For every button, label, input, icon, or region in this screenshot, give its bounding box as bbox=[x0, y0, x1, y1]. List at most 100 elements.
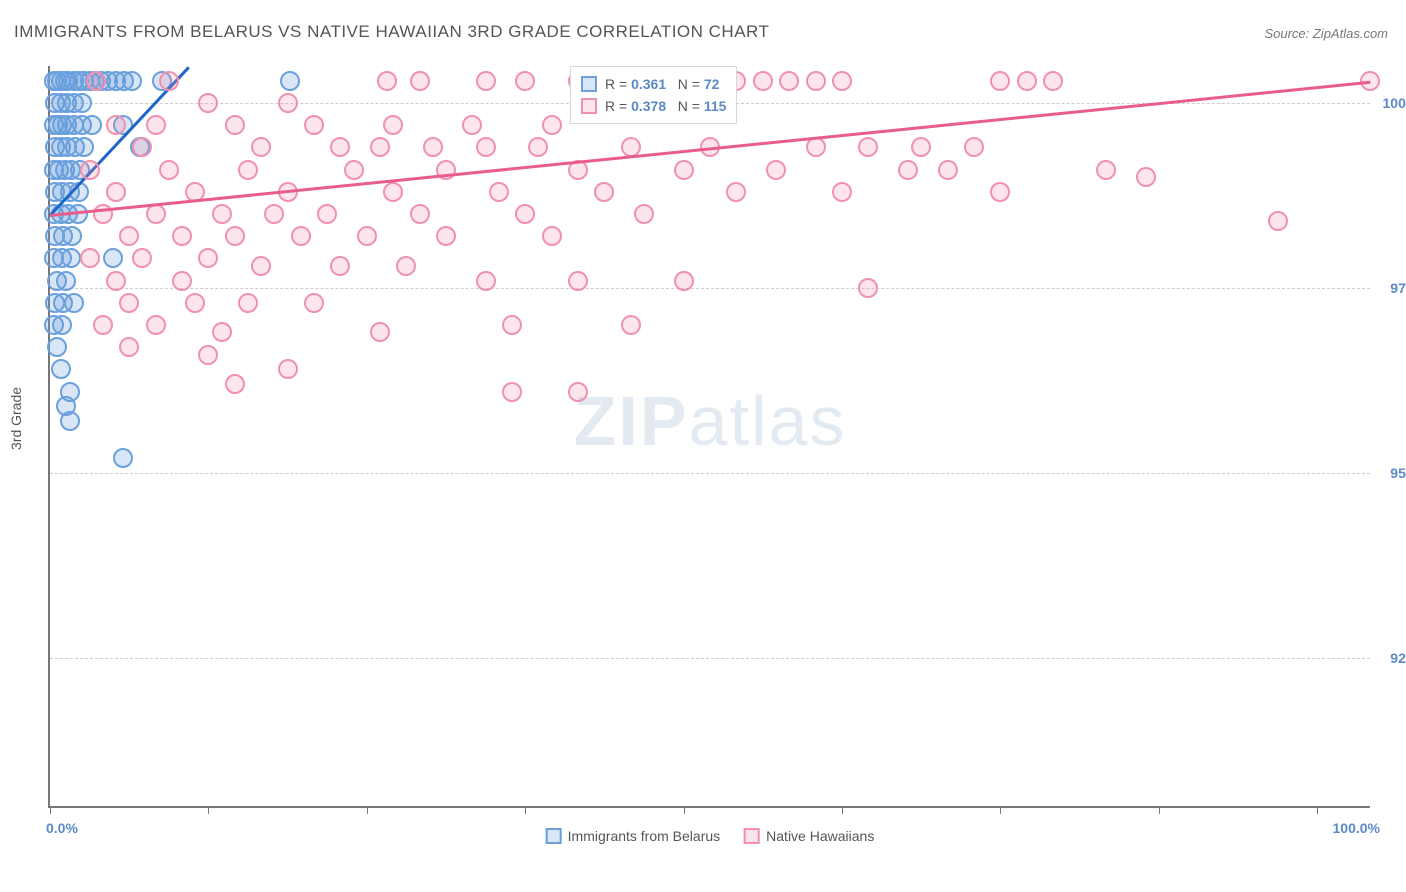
scatter-point-hawaiians bbox=[357, 226, 377, 246]
stats-text: R = 0.361 N = 72 bbox=[605, 73, 719, 95]
scatter-point-hawaiians bbox=[410, 71, 430, 91]
scatter-point-hawaiians bbox=[80, 160, 100, 180]
legend-swatch-belarus bbox=[581, 76, 597, 92]
scatter-point-hawaiians bbox=[304, 293, 324, 313]
scatter-point-hawaiians bbox=[779, 71, 799, 91]
scatter-point-hawaiians bbox=[212, 204, 232, 224]
scatter-point-hawaiians bbox=[383, 115, 403, 135]
scatter-point-hawaiians bbox=[1017, 71, 1037, 91]
scatter-point-hawaiians bbox=[568, 382, 588, 402]
scatter-point-hawaiians bbox=[753, 71, 773, 91]
scatter-point-hawaiians bbox=[132, 137, 152, 157]
scatter-point-hawaiians bbox=[106, 115, 126, 135]
scatter-point-hawaiians bbox=[106, 271, 126, 291]
scatter-point-hawaiians bbox=[86, 71, 106, 91]
x-axis-label: 0.0% bbox=[46, 820, 78, 836]
x-tick bbox=[50, 806, 51, 814]
scatter-point-hawaiians bbox=[462, 115, 482, 135]
scatter-point-belarus bbox=[113, 448, 133, 468]
gridline bbox=[50, 658, 1370, 659]
scatter-point-hawaiians bbox=[1136, 167, 1156, 187]
legend-bottom: Immigrants from Belarus Native Hawaiians bbox=[546, 828, 875, 844]
scatter-point-hawaiians bbox=[383, 182, 403, 202]
scatter-point-hawaiians bbox=[93, 315, 113, 335]
legend-item-hawaiians: Native Hawaiians bbox=[744, 828, 874, 844]
scatter-point-hawaiians bbox=[278, 93, 298, 113]
x-axis-label: 100.0% bbox=[1333, 820, 1380, 836]
source-attribution: Source: ZipAtlas.com bbox=[1264, 26, 1388, 41]
stats-row-hawaiians: R = 0.378 N = 115 bbox=[581, 95, 726, 117]
scatter-point-hawaiians bbox=[476, 271, 496, 291]
scatter-point-hawaiians bbox=[568, 271, 588, 291]
stats-legend: R = 0.361 N = 72R = 0.378 N = 115 bbox=[570, 66, 737, 124]
scatter-point-belarus bbox=[56, 271, 76, 291]
scatter-point-hawaiians bbox=[396, 256, 416, 276]
scatter-point-hawaiians bbox=[238, 160, 258, 180]
scatter-point-belarus bbox=[74, 137, 94, 157]
scatter-point-hawaiians bbox=[132, 248, 152, 268]
scatter-point-hawaiians bbox=[146, 315, 166, 335]
scatter-point-hawaiians bbox=[674, 271, 694, 291]
scatter-point-hawaiians bbox=[159, 160, 179, 180]
chart-title: IMMIGRANTS FROM BELARUS VS NATIVE HAWAII… bbox=[14, 22, 769, 42]
y-tick-label: 97.5% bbox=[1375, 280, 1406, 296]
scatter-point-hawaiians bbox=[377, 71, 397, 91]
x-tick bbox=[1000, 806, 1001, 814]
scatter-point-hawaiians bbox=[172, 226, 192, 246]
scatter-point-hawaiians bbox=[198, 248, 218, 268]
scatter-point-hawaiians bbox=[185, 293, 205, 313]
scatter-point-hawaiians bbox=[542, 226, 562, 246]
scatter-point-hawaiians bbox=[502, 315, 522, 335]
x-tick bbox=[208, 806, 209, 814]
scatter-point-hawaiians bbox=[423, 137, 443, 157]
scatter-point-belarus bbox=[47, 337, 67, 357]
x-tick bbox=[684, 806, 685, 814]
scatter-point-hawaiians bbox=[832, 71, 852, 91]
scatter-point-hawaiians bbox=[119, 293, 139, 313]
scatter-point-hawaiians bbox=[225, 115, 245, 135]
legend-swatch-hawaiians bbox=[744, 828, 760, 844]
x-tick bbox=[525, 806, 526, 814]
scatter-point-hawaiians bbox=[858, 137, 878, 157]
scatter-point-hawaiians bbox=[370, 137, 390, 157]
legend-swatch-belarus bbox=[546, 828, 562, 844]
scatter-point-hawaiians bbox=[225, 374, 245, 394]
scatter-point-hawaiians bbox=[476, 71, 496, 91]
scatter-point-hawaiians bbox=[1268, 211, 1288, 231]
scatter-point-hawaiians bbox=[674, 160, 694, 180]
scatter-point-hawaiians bbox=[238, 293, 258, 313]
scatter-point-belarus bbox=[103, 248, 123, 268]
scatter-point-hawaiians bbox=[436, 226, 456, 246]
scatter-point-hawaiians bbox=[528, 137, 548, 157]
scatter-point-hawaiians bbox=[225, 226, 245, 246]
scatter-point-hawaiians bbox=[370, 322, 390, 342]
scatter-point-hawaiians bbox=[1043, 71, 1063, 91]
scatter-point-belarus bbox=[62, 226, 82, 246]
scatter-point-hawaiians bbox=[621, 315, 641, 335]
scatter-point-hawaiians bbox=[330, 137, 350, 157]
scatter-point-hawaiians bbox=[542, 115, 562, 135]
y-tick-label: 95.0% bbox=[1375, 465, 1406, 481]
scatter-point-belarus bbox=[51, 359, 71, 379]
gridline bbox=[50, 473, 1370, 474]
scatter-point-hawaiians bbox=[251, 137, 271, 157]
scatter-point-hawaiians bbox=[1096, 160, 1116, 180]
scatter-point-hawaiians bbox=[172, 271, 192, 291]
scatter-point-hawaiians bbox=[832, 182, 852, 202]
scatter-point-hawaiians bbox=[911, 137, 931, 157]
gridline bbox=[50, 288, 1370, 289]
scatter-point-hawaiians bbox=[106, 182, 126, 202]
scatter-point-hawaiians bbox=[990, 182, 1010, 202]
scatter-point-hawaiians bbox=[489, 182, 509, 202]
scatter-point-hawaiians bbox=[726, 182, 746, 202]
y-tick-label: 100.0% bbox=[1375, 95, 1406, 111]
legend-label: Immigrants from Belarus bbox=[568, 828, 720, 844]
scatter-point-hawaiians bbox=[119, 337, 139, 357]
scatter-point-hawaiians bbox=[515, 204, 535, 224]
scatter-point-hawaiians bbox=[410, 204, 430, 224]
legend-item-belarus: Immigrants from Belarus bbox=[546, 828, 720, 844]
scatter-point-hawaiians bbox=[964, 137, 984, 157]
scatter-point-belarus bbox=[280, 71, 300, 91]
x-tick bbox=[367, 806, 368, 814]
scatter-point-hawaiians bbox=[898, 160, 918, 180]
